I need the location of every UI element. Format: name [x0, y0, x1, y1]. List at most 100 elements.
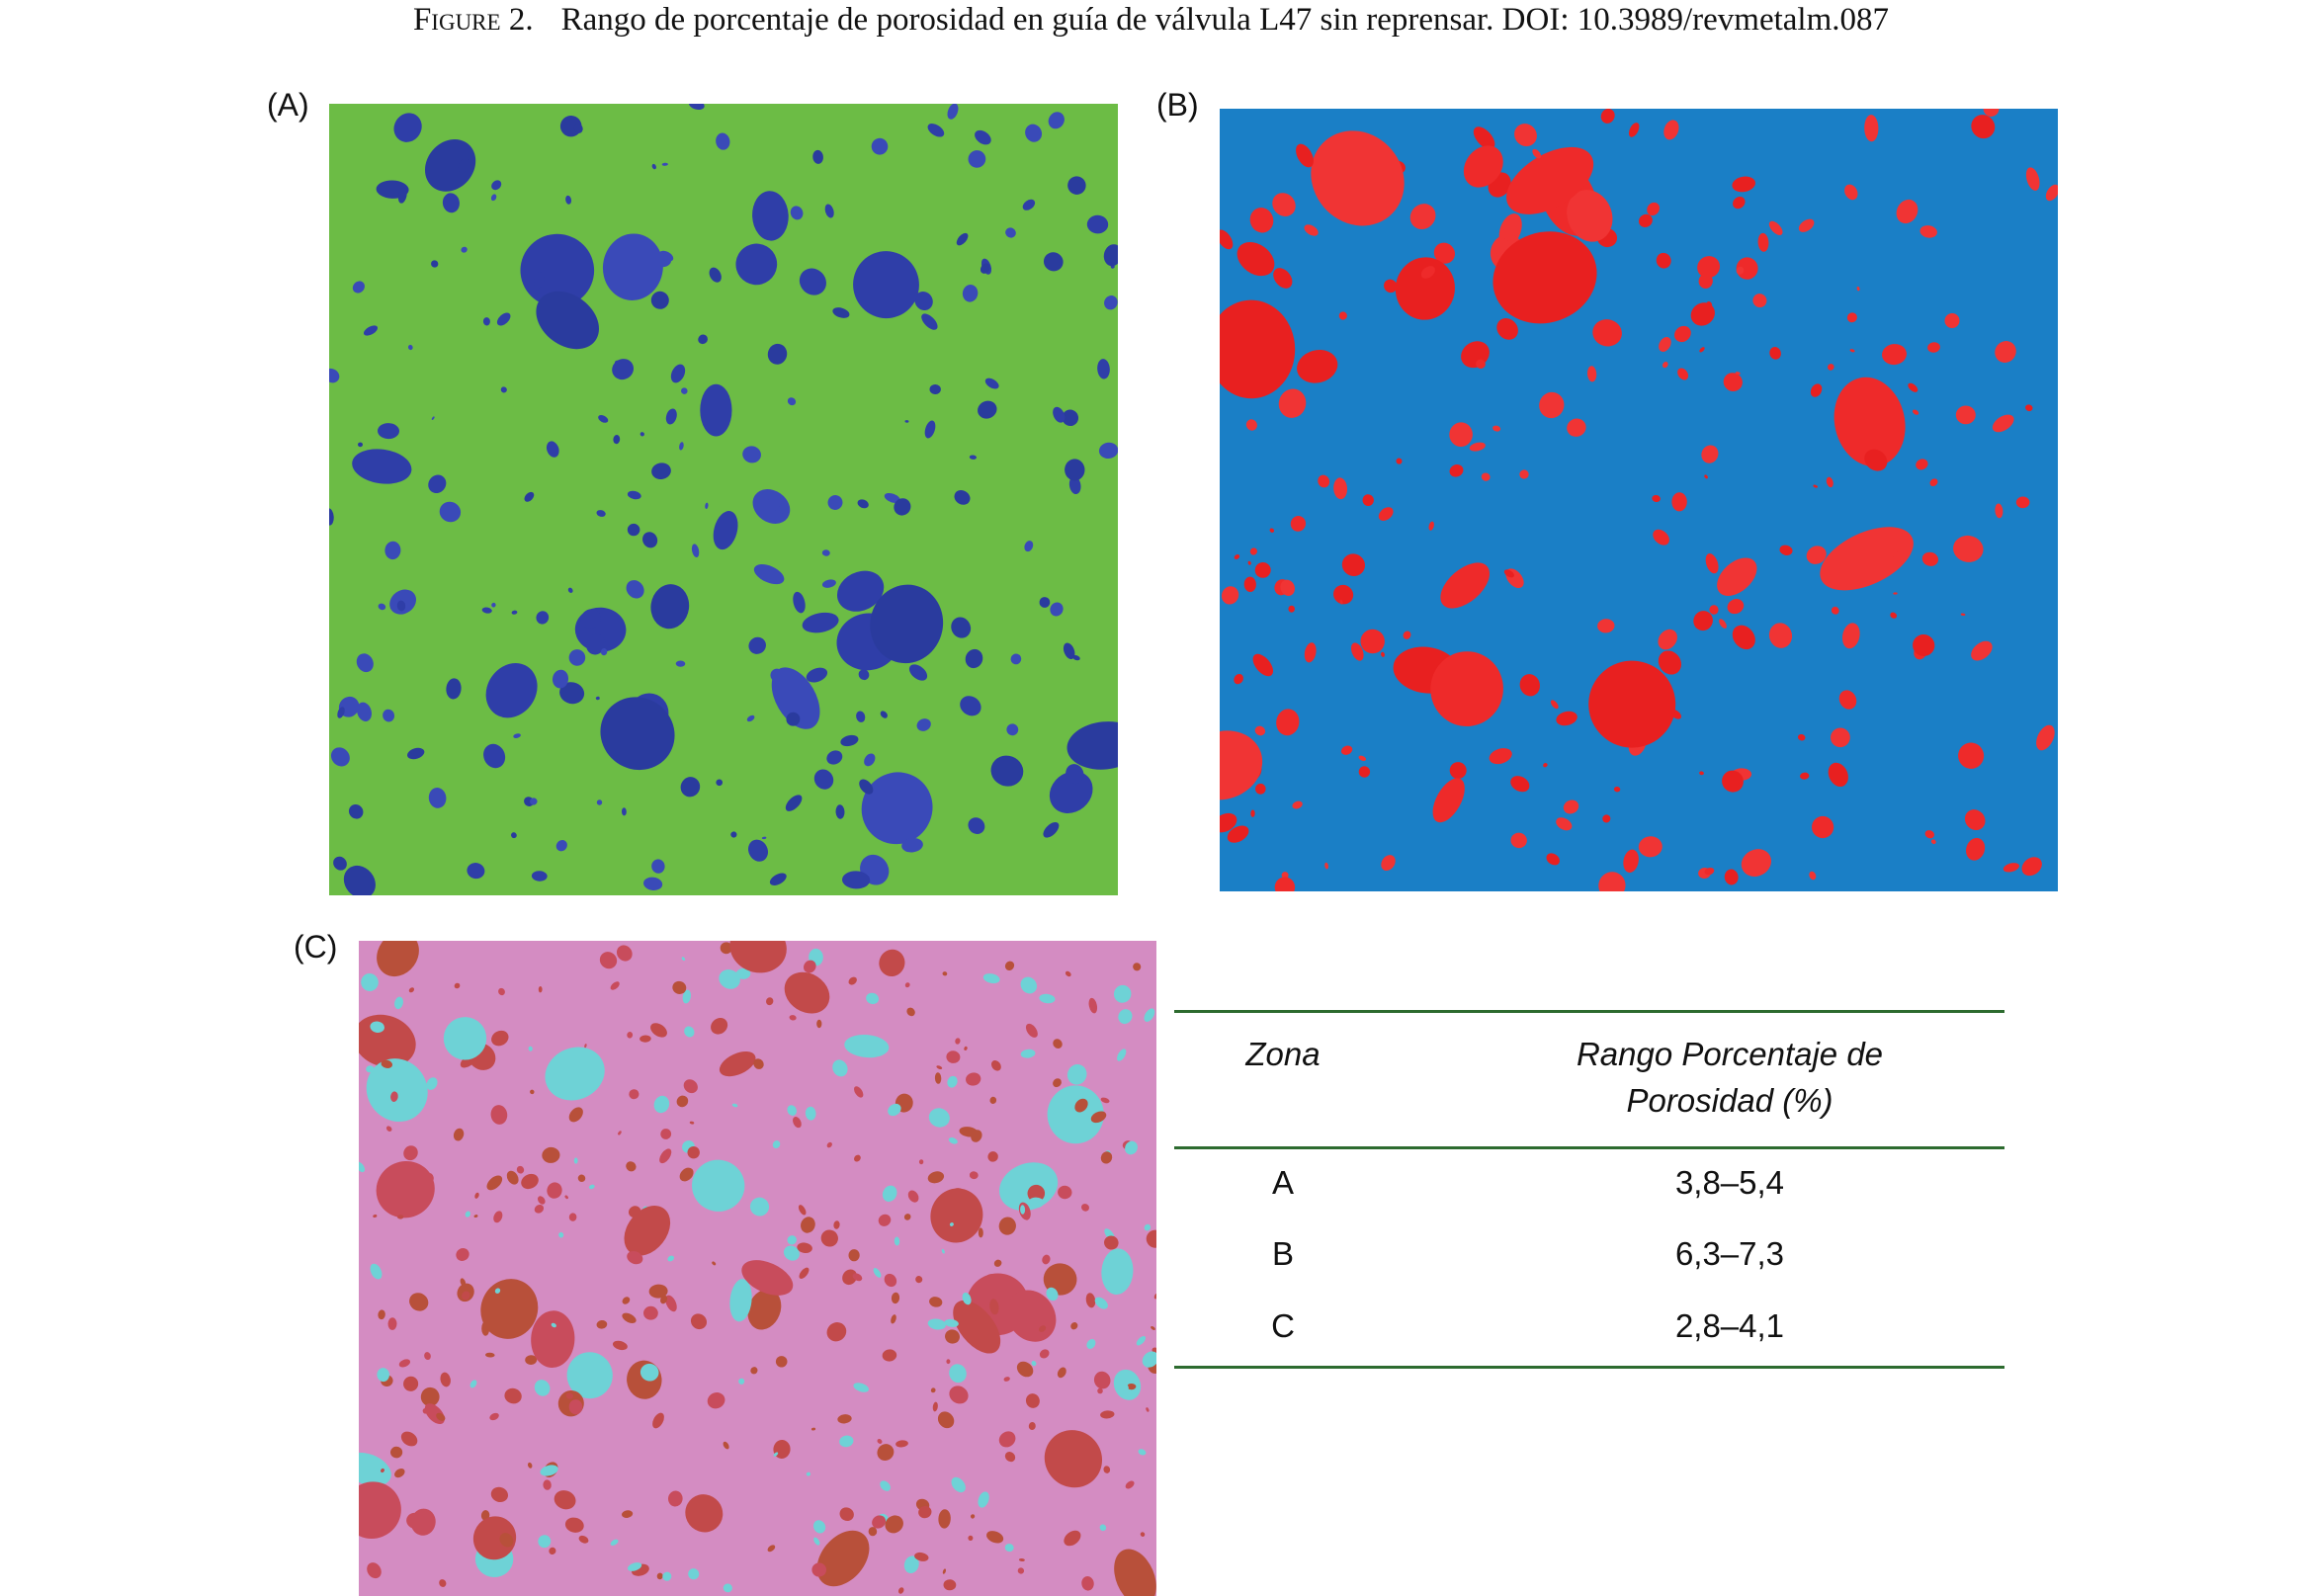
pore — [513, 733, 521, 738]
pore — [880, 1480, 891, 1491]
pore — [1768, 623, 1793, 648]
pore — [559, 682, 585, 705]
pore — [688, 1568, 700, 1580]
pore — [1025, 124, 1043, 142]
pore — [443, 1017, 487, 1060]
pore — [1697, 256, 1721, 279]
pore — [840, 734, 859, 747]
pore — [1097, 1387, 1103, 1394]
pore — [486, 1175, 503, 1191]
pore — [1469, 442, 1486, 452]
pore — [1118, 1009, 1133, 1025]
pore — [836, 570, 885, 612]
pore — [1831, 727, 1850, 748]
pore — [685, 1494, 724, 1533]
table-header: Rango Porcentaje de Porosidad (%) — [1576, 1036, 1884, 1119]
pore — [793, 1117, 802, 1129]
pore — [1600, 109, 1615, 124]
pore — [978, 1227, 983, 1238]
pore — [1269, 528, 1275, 533]
pore — [1671, 492, 1687, 512]
pore — [692, 1159, 745, 1212]
pore — [652, 1412, 664, 1429]
pore — [787, 1105, 797, 1116]
pore — [723, 1583, 732, 1593]
pore — [1567, 418, 1586, 437]
pore — [602, 233, 663, 300]
pore — [1809, 871, 1817, 881]
pore — [1220, 299, 1296, 399]
pore — [1628, 123, 1640, 137]
pore — [1273, 268, 1293, 289]
pore — [947, 1075, 958, 1088]
pore — [467, 863, 485, 880]
pore — [938, 1509, 951, 1529]
pore — [428, 474, 447, 494]
pore — [1800, 772, 1810, 780]
pore — [525, 1355, 538, 1366]
pore — [813, 769, 834, 790]
pore — [531, 1310, 575, 1368]
pore — [1086, 1339, 1096, 1349]
pore — [675, 660, 686, 667]
pore — [365, 1469, 373, 1476]
pore — [1114, 1549, 1156, 1596]
pore — [344, 711, 351, 716]
pore — [1955, 405, 1976, 425]
pore — [801, 1217, 815, 1233]
pore — [826, 1322, 847, 1342]
pore — [951, 617, 972, 638]
pore — [1070, 1322, 1078, 1330]
pore — [462, 1291, 470, 1301]
pore — [965, 648, 983, 669]
pore — [542, 1146, 560, 1163]
pore — [1086, 214, 1109, 234]
pore — [955, 1038, 961, 1045]
pore — [1066, 764, 1084, 785]
pore — [1140, 1532, 1146, 1537]
pore — [1220, 812, 1237, 833]
pore — [618, 1131, 622, 1135]
pore — [839, 1507, 854, 1522]
pore — [337, 707, 345, 718]
pore — [1144, 1008, 1155, 1022]
pore — [966, 1072, 981, 1086]
pore — [545, 1047, 605, 1101]
pore — [538, 1535, 552, 1549]
pore — [588, 1184, 595, 1190]
pore — [639, 432, 644, 437]
pore — [359, 1014, 416, 1067]
pore — [627, 1032, 634, 1039]
pore — [378, 423, 399, 440]
pore — [954, 490, 971, 505]
pore — [1913, 634, 1935, 656]
pore — [816, 1530, 870, 1587]
table-cell: 3,8–5,4 — [1674, 1164, 1785, 1201]
pore — [1798, 218, 1815, 232]
pore — [805, 1106, 816, 1121]
pore — [681, 957, 686, 962]
micrograph-a — [329, 104, 1118, 895]
pore — [499, 1533, 514, 1548]
pore — [1067, 176, 1086, 195]
pore — [1081, 1204, 1089, 1212]
pore — [1449, 464, 1464, 477]
pore — [959, 1127, 979, 1137]
pore — [1556, 711, 1577, 726]
pore — [1048, 112, 1065, 129]
pore — [383, 709, 395, 722]
pore — [329, 508, 334, 526]
pore — [500, 386, 507, 393]
pore — [930, 1387, 936, 1393]
pore — [361, 973, 379, 991]
pore — [1234, 673, 1243, 685]
pore — [765, 498, 780, 512]
pore — [1896, 199, 1918, 224]
pore — [1699, 771, 1704, 776]
pore — [1004, 1452, 1016, 1463]
pore — [1292, 800, 1303, 809]
pore — [1220, 229, 1234, 250]
table-cell: C — [1271, 1307, 1295, 1344]
pore — [789, 1015, 797, 1021]
